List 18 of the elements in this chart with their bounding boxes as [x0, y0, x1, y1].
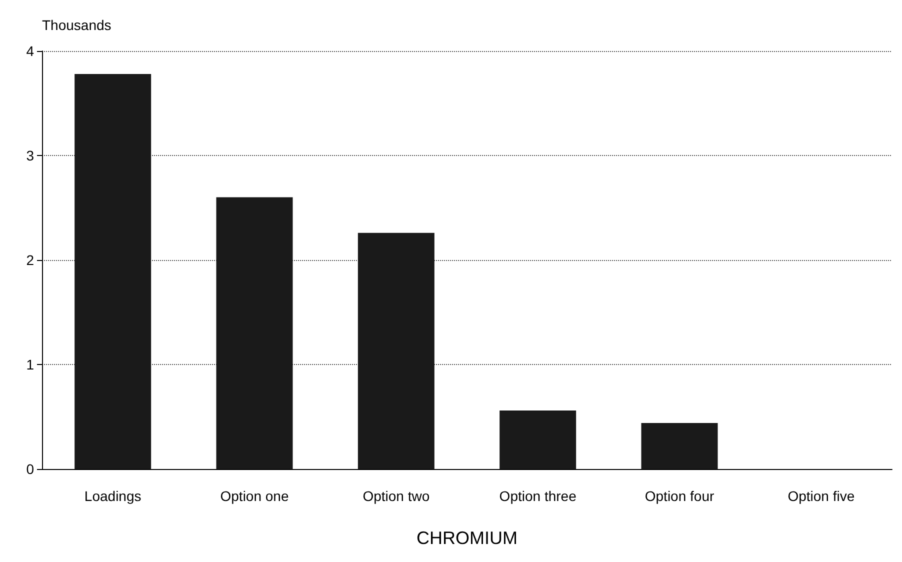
x-tick-label: Option one	[220, 488, 289, 504]
x-axis-title: CHROMIUM	[416, 528, 518, 548]
bar	[641, 423, 718, 469]
y-tick-label: 2	[26, 252, 34, 268]
y-tick-label: 4	[26, 43, 34, 59]
bar	[74, 74, 152, 469]
y-tick-label: 1	[26, 356, 34, 372]
x-tick-label: Loadings	[84, 488, 142, 504]
bar	[216, 197, 293, 469]
x-tick-label: Option four	[644, 488, 714, 504]
bar	[358, 232, 434, 469]
y-axis-title: Thousands	[42, 17, 112, 33]
x-tick-label: Option two	[362, 488, 430, 504]
x-tick-label: Option five	[788, 488, 855, 504]
y-tick-label: 3	[26, 148, 34, 164]
y-tick-label: 0	[26, 461, 34, 477]
bar	[500, 410, 576, 469]
x-tick-label: Option three	[499, 488, 577, 504]
